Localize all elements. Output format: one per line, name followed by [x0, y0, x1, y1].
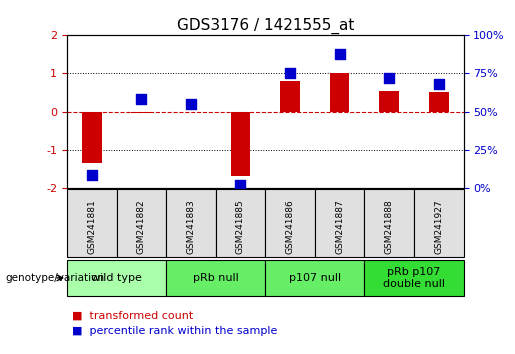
FancyBboxPatch shape — [365, 260, 464, 296]
Text: GSM241886: GSM241886 — [285, 199, 295, 254]
Bar — [82, 112, 101, 163]
FancyBboxPatch shape — [67, 260, 166, 296]
FancyBboxPatch shape — [166, 260, 265, 296]
FancyBboxPatch shape — [166, 189, 216, 257]
Bar — [330, 73, 350, 112]
FancyBboxPatch shape — [67, 189, 116, 257]
Text: GSM241888: GSM241888 — [385, 199, 393, 254]
Point — [385, 75, 393, 81]
Bar — [379, 91, 399, 112]
Text: genotype/variation: genotype/variation — [5, 273, 104, 283]
Text: GSM241883: GSM241883 — [186, 199, 195, 254]
Text: pRb null: pRb null — [193, 273, 238, 283]
FancyBboxPatch shape — [365, 189, 414, 257]
Point — [236, 182, 245, 187]
FancyBboxPatch shape — [116, 189, 166, 257]
Bar — [131, 112, 151, 113]
Text: p107 null: p107 null — [289, 273, 341, 283]
Text: GSM241927: GSM241927 — [434, 199, 443, 254]
Text: ■  percentile rank within the sample: ■ percentile rank within the sample — [72, 326, 278, 336]
FancyBboxPatch shape — [216, 189, 265, 257]
Bar — [429, 92, 449, 112]
Text: ■  transformed count: ■ transformed count — [72, 310, 193, 320]
Text: GSM241882: GSM241882 — [137, 199, 146, 254]
Point — [286, 70, 294, 76]
FancyBboxPatch shape — [265, 260, 365, 296]
Text: GSM241887: GSM241887 — [335, 199, 344, 254]
Bar — [280, 81, 300, 112]
Bar — [231, 112, 250, 176]
Text: wild type: wild type — [91, 273, 142, 283]
Text: GSM241881: GSM241881 — [87, 199, 96, 254]
FancyBboxPatch shape — [414, 189, 464, 257]
Point — [88, 173, 96, 178]
Title: GDS3176 / 1421555_at: GDS3176 / 1421555_at — [177, 18, 354, 34]
Point — [137, 97, 145, 102]
Point — [187, 101, 195, 107]
Text: GSM241885: GSM241885 — [236, 199, 245, 254]
Point — [435, 81, 443, 87]
Point — [335, 51, 344, 57]
FancyBboxPatch shape — [315, 189, 365, 257]
FancyBboxPatch shape — [265, 189, 315, 257]
Text: pRb p107
double null: pRb p107 double null — [383, 267, 445, 289]
